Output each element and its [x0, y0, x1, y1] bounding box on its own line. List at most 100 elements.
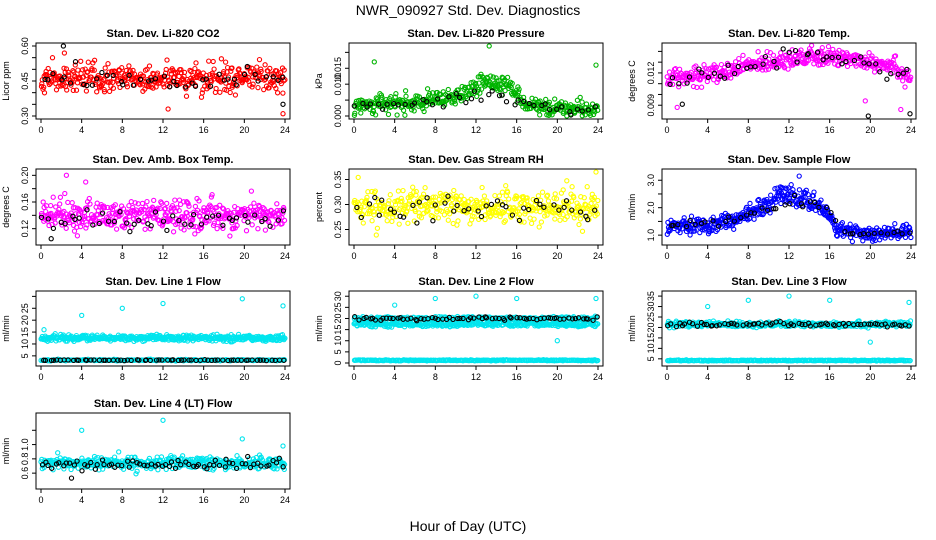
- data-point: [500, 209, 507, 216]
- data-point: [172, 197, 178, 203]
- data-point: [236, 70, 243, 76]
- data-point: [102, 65, 108, 71]
- data-point: [692, 228, 698, 234]
- data-point: [782, 202, 788, 208]
- data-point: [141, 206, 147, 213]
- data-point: [420, 105, 426, 112]
- data-point: [199, 90, 205, 96]
- data-point: [224, 87, 230, 93]
- points-group: [664, 293, 914, 364]
- x-tick-label: 4: [392, 372, 397, 382]
- data-point: [260, 204, 266, 211]
- x-tick-label: 4: [79, 372, 84, 382]
- data-point: [75, 357, 82, 363]
- data-point: [789, 47, 795, 53]
- data-point: [416, 210, 422, 216]
- y-tick-label: 0.000: [333, 105, 343, 128]
- data-point: [275, 77, 281, 83]
- data-point: [255, 226, 261, 232]
- data-point: [120, 82, 126, 88]
- data-point: [249, 84, 255, 90]
- y-tick-label: 0.015: [333, 57, 343, 80]
- data-point: [254, 64, 260, 70]
- data-point: [373, 232, 379, 238]
- y-tick-label: 15: [333, 325, 343, 335]
- data-point: [91, 67, 97, 73]
- data-point: [819, 45, 825, 51]
- data-point: [138, 206, 144, 213]
- y-tick-label: 20: [20, 315, 30, 325]
- data-point: [228, 210, 234, 217]
- data-point: [577, 94, 583, 101]
- data-point: [587, 211, 593, 217]
- data-point: [516, 217, 523, 224]
- data-point: [583, 101, 590, 107]
- data-point: [888, 71, 894, 77]
- data-point: [518, 199, 525, 206]
- data-point: [787, 201, 793, 207]
- data-point: [552, 191, 558, 197]
- data-point: [751, 210, 758, 216]
- data-point: [118, 357, 124, 363]
- x-tick-label: 12: [471, 125, 481, 135]
- data-point: [785, 66, 791, 72]
- data-point: [701, 62, 707, 68]
- data-point: [372, 112, 379, 118]
- data-point: [507, 314, 513, 320]
- data-point: [257, 357, 263, 363]
- data-point: [535, 193, 542, 199]
- data-point: [96, 220, 102, 227]
- data-point: [457, 315, 463, 322]
- data-point: [391, 100, 397, 107]
- data-point: [161, 206, 168, 212]
- data-point: [72, 62, 78, 68]
- panel-3: Stan. Dev. Li-820 Temp.0 4 8 12 16 20 240.0090…: [627, 28, 917, 135]
- data-point: [262, 216, 268, 222]
- data-point: [825, 43, 832, 50]
- data-point: [396, 221, 402, 227]
- points-group: [38, 43, 288, 117]
- data-point: [458, 193, 464, 199]
- data-point: [569, 207, 575, 213]
- data-point: [569, 316, 576, 322]
- data-point: [48, 357, 55, 364]
- data-point: [387, 315, 393, 321]
- data-point: [551, 202, 557, 208]
- data-point: [860, 230, 867, 237]
- data-point: [354, 204, 360, 211]
- points-group: [664, 43, 914, 119]
- data-point: [533, 197, 540, 204]
- data-point: [392, 94, 398, 100]
- data-point: [828, 209, 834, 216]
- data-point: [256, 56, 263, 63]
- data-point: [816, 204, 822, 211]
- outlier-point: [165, 106, 171, 112]
- data-point: [492, 192, 498, 199]
- data-point: [153, 212, 159, 218]
- data-point: [372, 317, 379, 323]
- data-point: [57, 194, 64, 200]
- data-point: [704, 78, 710, 85]
- data-point: [805, 57, 812, 64]
- panel-4: Stan. Dev. Amb. Box Temp.0 4 8 12 16 20 240.12…: [1, 154, 291, 261]
- y-tick-label: 0.60: [20, 37, 30, 55]
- data-point: [142, 226, 148, 232]
- data-point: [222, 59, 229, 65]
- data-point: [63, 225, 69, 231]
- data-point: [725, 62, 731, 68]
- x-tick-label: 8: [746, 251, 751, 261]
- data-point: [391, 209, 398, 215]
- panel-title: Stan. Dev. Li-820 CO2: [107, 28, 220, 40]
- data-point: [398, 195, 404, 202]
- data-point: [764, 207, 771, 213]
- data-point: [190, 216, 196, 222]
- y-axis-label: ml/min: [314, 315, 324, 342]
- data-point: [385, 111, 392, 118]
- data-point: [358, 110, 364, 116]
- data-point: [410, 184, 416, 190]
- data-point: [62, 190, 68, 197]
- data-point: [461, 208, 467, 214]
- data-point: [740, 52, 746, 59]
- data-point: [435, 96, 441, 102]
- data-point: [360, 220, 366, 226]
